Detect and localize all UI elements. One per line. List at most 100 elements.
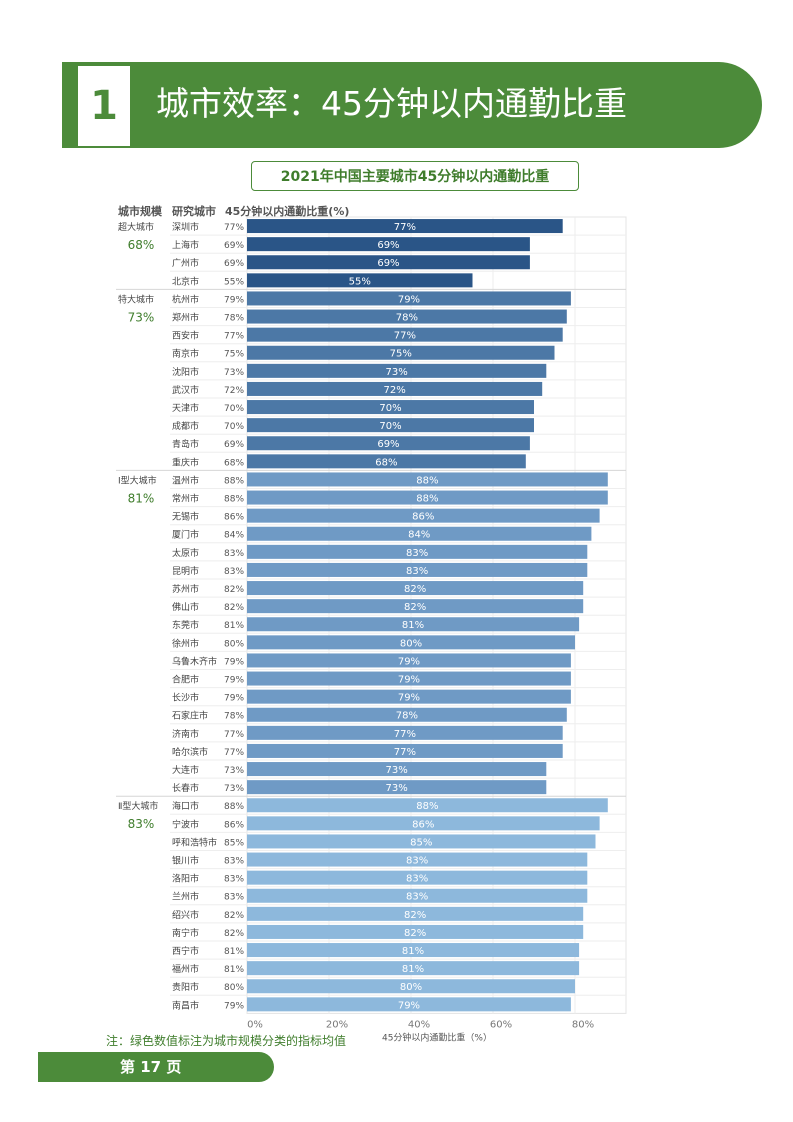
group-mean: 81% — [128, 491, 155, 505]
city-value: 82% — [224, 585, 244, 595]
bar — [247, 472, 608, 487]
city-name: 深圳市 — [172, 221, 199, 233]
city-value: 86% — [224, 513, 244, 523]
city-name: 厦门市 — [172, 529, 199, 541]
city-value: 70% — [224, 422, 244, 432]
bar-label: 82% — [404, 602, 426, 613]
bar — [247, 961, 580, 976]
bar-label: 79% — [398, 1000, 420, 1011]
city-name: 哈尔滨市 — [172, 746, 208, 758]
city-name: 无锡市 — [172, 511, 199, 523]
city-value: 84% — [224, 531, 244, 541]
city-name: 银川市 — [172, 855, 199, 867]
bar-label: 78% — [396, 711, 418, 722]
city-value: 80% — [224, 639, 244, 649]
section-number: 1 — [78, 66, 130, 146]
bar — [247, 400, 534, 415]
city-name: 石家庄市 — [172, 710, 208, 722]
city-name: 海口市 — [172, 800, 199, 812]
bar-label: 69% — [377, 439, 399, 450]
city-name: 徐州市 — [172, 637, 199, 649]
bar-label: 79% — [398, 693, 420, 704]
group-mean: 73% — [128, 310, 155, 324]
x-tick-label: 60% — [490, 1019, 512, 1030]
city-value: 81% — [224, 621, 244, 631]
bar-label: 77% — [394, 729, 416, 740]
bar-label: 78% — [396, 313, 418, 324]
city-name: 广州市 — [172, 257, 199, 269]
bar — [247, 327, 563, 342]
city-name: 绍兴市 — [172, 909, 199, 921]
city-name: 南京市 — [172, 348, 199, 360]
city-name: 呼和浩特市 — [172, 836, 217, 848]
bar — [247, 454, 526, 469]
city-value: 81% — [224, 965, 244, 975]
bar — [247, 798, 608, 813]
footer-bar — [38, 1052, 274, 1082]
bar-label: 85% — [410, 837, 432, 848]
x-tick-label: 20% — [326, 1019, 348, 1030]
city-name: 昆明市 — [172, 565, 199, 577]
city-value: 55% — [224, 277, 244, 287]
city-value: 77% — [224, 223, 244, 233]
city-value: 68% — [224, 458, 244, 468]
bar — [247, 924, 584, 939]
bar-label: 70% — [379, 421, 401, 432]
header-city: 研究城市 — [172, 205, 216, 218]
group-name: Ⅱ型大城市 — [118, 800, 158, 812]
group-mean: 68% — [128, 238, 155, 252]
city-value: 75% — [224, 350, 244, 360]
bar — [247, 780, 547, 795]
bar — [247, 581, 584, 596]
city-value: 73% — [224, 368, 244, 378]
city-name: 兰州市 — [172, 891, 199, 903]
city-name: 洛阳市 — [172, 873, 199, 885]
city-value: 73% — [224, 766, 244, 776]
group-mean: 83% — [128, 817, 155, 831]
bar — [247, 725, 563, 740]
bar-label: 73% — [386, 367, 408, 378]
page-number: 第 17 页 — [120, 1058, 182, 1076]
city-value: 79% — [224, 676, 244, 686]
city-value: 70% — [224, 404, 244, 414]
bar-label: 82% — [404, 928, 426, 939]
bar — [247, 508, 600, 523]
bar-label: 68% — [375, 457, 397, 468]
bar — [247, 762, 547, 777]
header-group: 城市规模 — [118, 205, 162, 218]
city-value: 79% — [224, 694, 244, 704]
city-name: 北京市 — [172, 275, 199, 287]
city-value: 82% — [224, 929, 244, 939]
x-axis-label: 45分钟以内通勤比重（%） — [382, 1031, 492, 1043]
city-value: 79% — [224, 1001, 244, 1011]
bar — [247, 635, 575, 650]
bar-label: 55% — [349, 276, 371, 287]
city-name: 上海市 — [172, 239, 199, 251]
bar — [247, 743, 563, 758]
bar — [247, 689, 571, 704]
city-name: 杭州市 — [172, 293, 199, 305]
city-value: 85% — [224, 838, 244, 848]
footnote: 注：绿色数值标注为城市规模分类的指标均值 — [106, 1034, 347, 1048]
bar — [247, 219, 563, 234]
bar — [247, 870, 588, 885]
city-name: 沈阳市 — [172, 366, 199, 378]
bar-label: 88% — [416, 801, 438, 812]
bar-label: 73% — [386, 765, 408, 776]
bar — [247, 436, 530, 451]
city-value: 77% — [224, 332, 244, 342]
section-title: 城市效率：45分钟以内通勤比重 — [156, 84, 627, 123]
bar-label: 81% — [402, 946, 424, 957]
bar — [247, 490, 608, 505]
city-value: 72% — [224, 386, 244, 396]
bar-label: 83% — [406, 566, 428, 577]
bar-label: 77% — [394, 222, 416, 233]
city-name: 天津市 — [172, 402, 199, 414]
city-name: 重庆市 — [172, 456, 199, 468]
city-name: 合肥市 — [172, 674, 199, 686]
bar-label: 88% — [416, 475, 438, 486]
city-name: 长春市 — [172, 782, 199, 794]
group-name: 特大城市 — [118, 293, 154, 305]
city-name: 济南市 — [172, 728, 199, 740]
